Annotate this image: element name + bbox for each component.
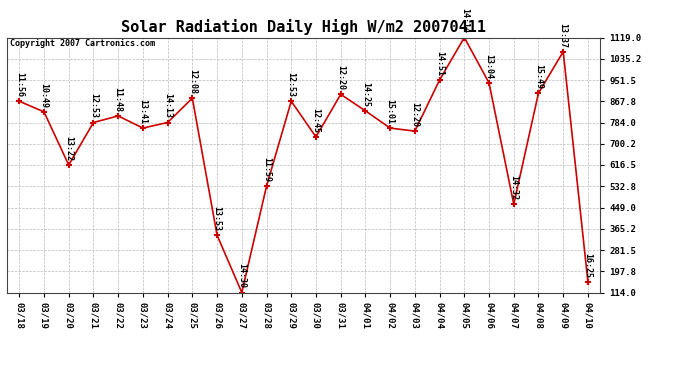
Text: 14:25: 14:25 xyxy=(361,82,370,106)
Text: 12:45: 12:45 xyxy=(311,108,320,133)
Title: Solar Radiation Daily High W/m2 20070411: Solar Radiation Daily High W/m2 20070411 xyxy=(121,19,486,35)
Text: 12:08: 12:08 xyxy=(188,69,197,94)
Text: 13:37: 13:37 xyxy=(559,22,568,48)
Text: 13:41: 13:41 xyxy=(139,99,148,124)
Text: 15:01: 15:01 xyxy=(386,99,395,124)
Text: 10:49: 10:49 xyxy=(39,82,48,108)
Text: 14:51: 14:51 xyxy=(435,51,444,76)
Text: 11:56: 11:56 xyxy=(14,72,23,97)
Text: 11:48: 11:48 xyxy=(114,87,123,112)
Text: 14:14: 14:14 xyxy=(460,8,469,33)
Text: 13:04: 13:04 xyxy=(484,54,493,79)
Text: 14:13: 14:13 xyxy=(163,93,172,118)
Text: 13:22: 13:22 xyxy=(64,136,73,161)
Text: Copyright 2007 Cartronics.com: Copyright 2007 Cartronics.com xyxy=(10,39,155,48)
Text: 16:25: 16:25 xyxy=(584,253,593,278)
Text: 12:53: 12:53 xyxy=(89,93,98,118)
Text: 12:20: 12:20 xyxy=(411,102,420,127)
Text: 12:20: 12:20 xyxy=(336,65,345,90)
Text: 14:32: 14:32 xyxy=(509,175,518,200)
Text: 14:30: 14:30 xyxy=(237,263,246,288)
Text: 13:53: 13:53 xyxy=(213,206,221,231)
Text: 12:53: 12:53 xyxy=(287,72,296,97)
Text: 15:49: 15:49 xyxy=(534,64,543,89)
Text: 11:59: 11:59 xyxy=(262,157,271,182)
